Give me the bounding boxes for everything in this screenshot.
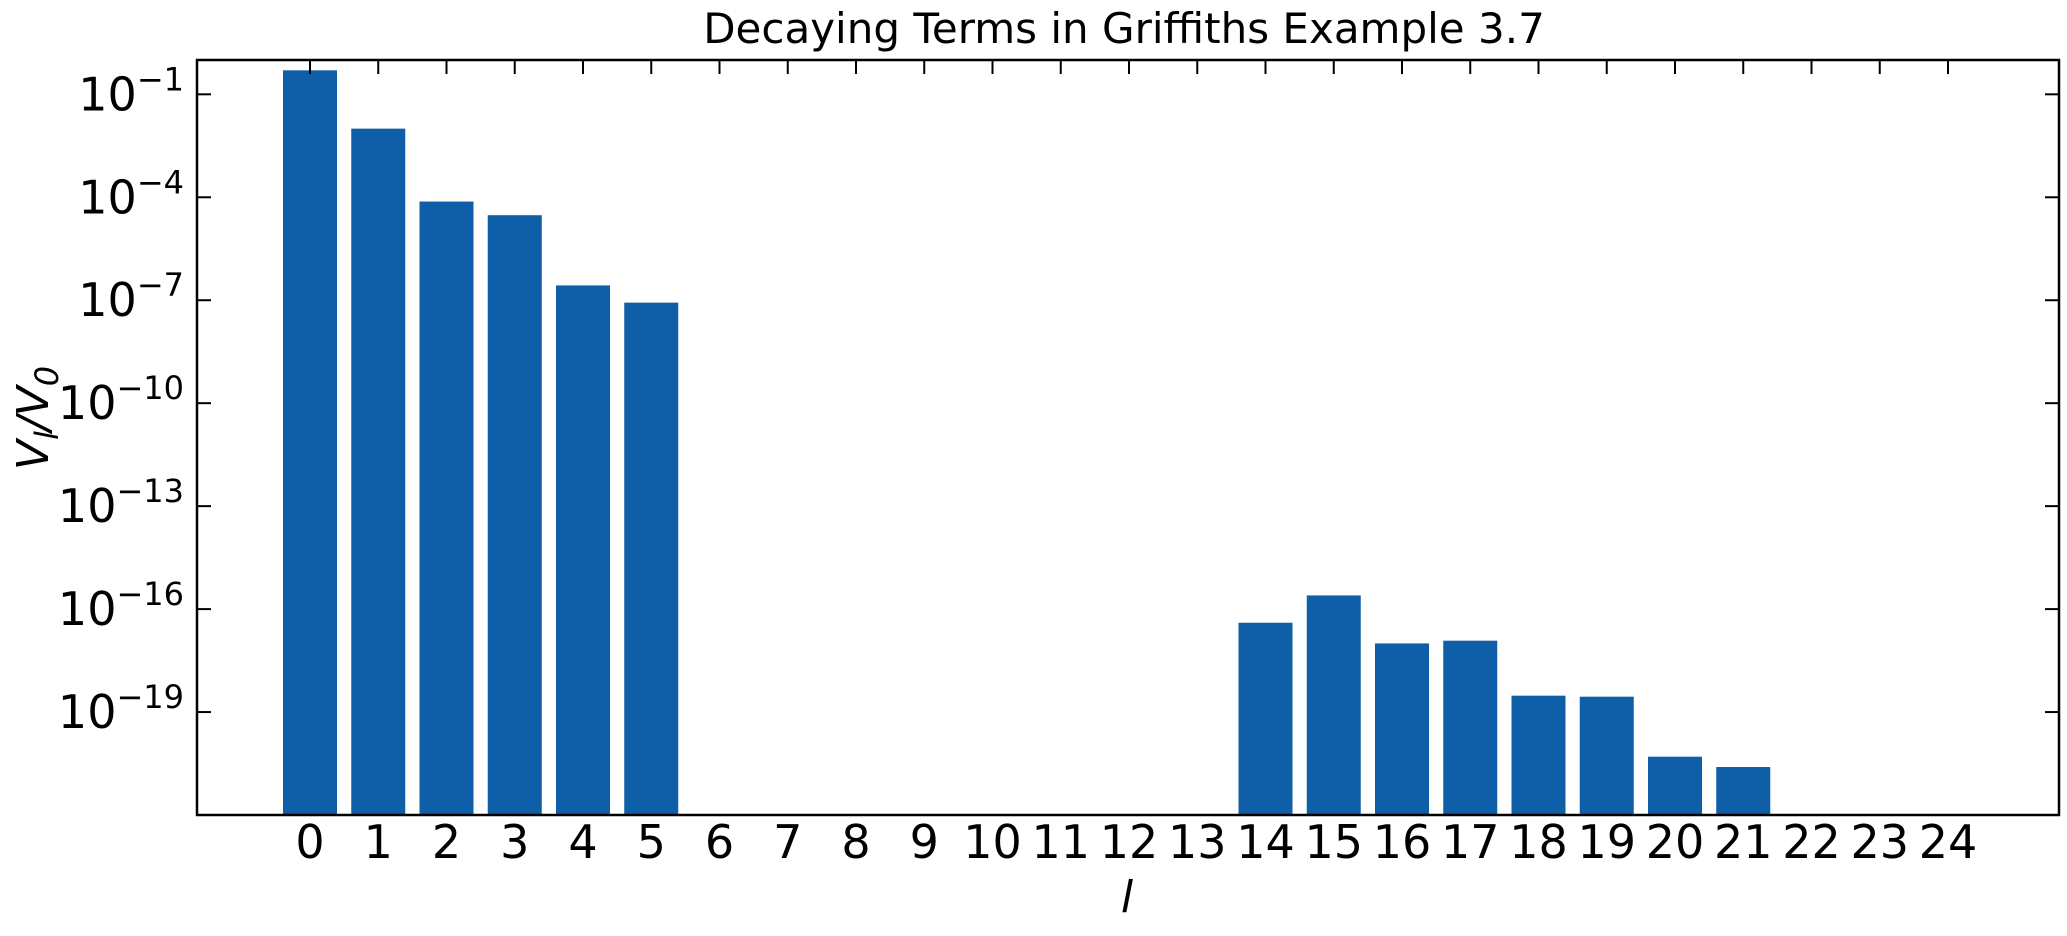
x-tick-label-10: 10 bbox=[963, 815, 1022, 869]
x-axis-ticks: 0 1 2 3 4 5 6 7 8 9 10 11 12 13 14 15 16 17 18 19 20 21 22 23 24 bbox=[295, 60, 1977, 869]
bar-l-0 bbox=[283, 70, 337, 815]
bar-l-21 bbox=[1716, 767, 1771, 815]
bar-l-18 bbox=[1511, 695, 1566, 815]
x-tick-label-14: 14 bbox=[1236, 815, 1295, 869]
x-axis-label: l bbox=[1121, 872, 1134, 923]
y-axis-ticks: 10−1 10−4 10−7 10−10 10−13 10−16 10−19 bbox=[58, 60, 2059, 739]
bar-l-4 bbox=[556, 285, 610, 815]
y-axis-label-base: V bbox=[8, 437, 59, 470]
bar-l-16 bbox=[1375, 643, 1429, 815]
x-tick-label-16: 16 bbox=[1373, 815, 1432, 869]
x-tick-label-24: 24 bbox=[1919, 815, 1978, 869]
y-tick-label-6: 10−19 bbox=[58, 678, 184, 739]
x-tick-label-19: 19 bbox=[1577, 815, 1636, 869]
bar-l-20 bbox=[1648, 756, 1702, 815]
bar-l-15 bbox=[1306, 595, 1361, 815]
bar-l-19 bbox=[1579, 696, 1634, 815]
bar-l-2 bbox=[419, 201, 474, 815]
x-tick-label-23: 23 bbox=[1850, 815, 1909, 869]
bar-l-5 bbox=[624, 302, 679, 815]
x-tick-label-21: 21 bbox=[1714, 815, 1773, 869]
y-tick-label-5: 10−16 bbox=[58, 575, 184, 636]
bar-l-3 bbox=[487, 215, 542, 815]
x-tick-label-17: 17 bbox=[1441, 815, 1500, 869]
x-tick-label-18: 18 bbox=[1509, 815, 1568, 869]
y-axis-label: Vl/V0 bbox=[8, 366, 66, 470]
y-axis-label-subscript-2: 0 bbox=[28, 366, 66, 386]
x-tick-label-15: 15 bbox=[1304, 815, 1363, 869]
y-tick-label-1: 10−4 bbox=[78, 163, 184, 224]
y-tick-label-3: 10−10 bbox=[58, 369, 184, 430]
chart-title: Decaying Terms in Griffiths Example 3.7 bbox=[703, 4, 1545, 53]
x-tick-label-3: 3 bbox=[500, 815, 529, 869]
y-tick-label-0: 10−1 bbox=[78, 60, 184, 121]
x-tick-label-22: 22 bbox=[1782, 815, 1841, 869]
y-axis-label-base-2: V bbox=[8, 383, 59, 416]
x-tick-label-20: 20 bbox=[1646, 815, 1705, 869]
y-axis-label-separator: / bbox=[8, 412, 59, 435]
x-tick-label-6: 6 bbox=[705, 815, 734, 869]
x-tick-label-4: 4 bbox=[568, 815, 597, 869]
x-tick-label-8: 8 bbox=[841, 815, 870, 869]
x-tick-label-1: 1 bbox=[364, 815, 393, 869]
x-tick-label-7: 7 bbox=[773, 815, 802, 869]
x-tick-label-12: 12 bbox=[1100, 815, 1159, 869]
x-tick-label-5: 5 bbox=[637, 815, 666, 869]
plot-frame bbox=[195, 58, 2061, 817]
x-tick-label-2: 2 bbox=[432, 815, 461, 869]
y-tick-label-2: 10−7 bbox=[78, 266, 184, 327]
bar-l-17 bbox=[1443, 640, 1498, 815]
x-tick-label-9: 9 bbox=[910, 815, 939, 869]
x-tick-label-13: 13 bbox=[1168, 815, 1227, 869]
bar-l-1 bbox=[351, 128, 406, 816]
bar-l-14 bbox=[1238, 622, 1293, 815]
x-tick-label-0: 0 bbox=[295, 815, 324, 869]
y-tick-label-4: 10−13 bbox=[58, 472, 184, 533]
bars-group bbox=[283, 70, 1771, 816]
y-axis-label-subscript-1: l bbox=[28, 431, 66, 440]
x-tick-label-11: 11 bbox=[1031, 815, 1090, 869]
